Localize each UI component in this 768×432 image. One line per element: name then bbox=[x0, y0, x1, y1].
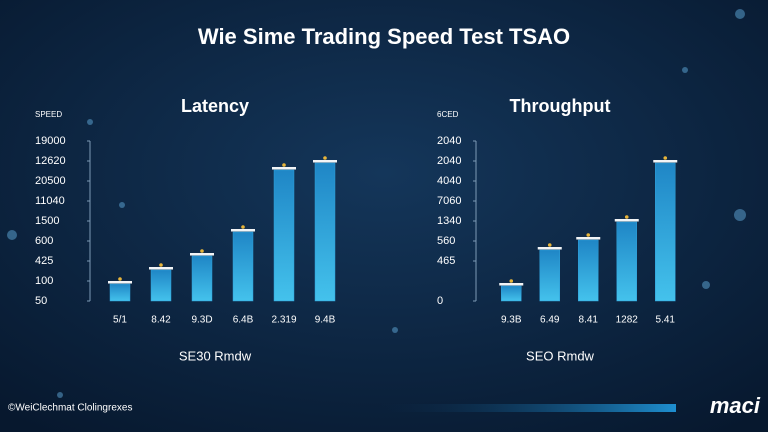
y-tick-label: 2040 bbox=[437, 135, 461, 147]
y-axis-label: SPEED bbox=[35, 110, 62, 119]
bar-cap-dot bbox=[663, 156, 668, 160]
x-tick-label: 6.4B bbox=[233, 315, 254, 326]
bar-cap-dot bbox=[547, 243, 552, 247]
x-axis-label: SEO Rmdw bbox=[526, 348, 595, 363]
y-tick-label: 1500 bbox=[35, 215, 59, 227]
bar-cap bbox=[576, 237, 601, 240]
x-tick-label: 9.4B bbox=[315, 315, 336, 326]
y-tick-label: 50 bbox=[35, 295, 47, 307]
bar bbox=[501, 285, 522, 302]
bar-cap-dot bbox=[586, 233, 591, 237]
bar-cap bbox=[537, 247, 562, 250]
y-tick-label: 465 bbox=[437, 255, 455, 267]
bar-cap bbox=[313, 160, 337, 163]
x-tick-label: 2.319 bbox=[271, 315, 296, 326]
x-tick-label: 9.3B bbox=[501, 315, 522, 326]
y-tick-label: 12620 bbox=[35, 155, 66, 167]
bar-cap-dot bbox=[200, 249, 204, 253]
bar bbox=[109, 283, 131, 302]
bar-cap-dot bbox=[323, 156, 327, 160]
x-tick-label: 5/1 bbox=[113, 315, 127, 326]
chart-title: Latency bbox=[181, 96, 249, 116]
bar bbox=[314, 162, 336, 302]
y-tick-label: 425 bbox=[35, 255, 53, 267]
bar bbox=[232, 231, 254, 302]
footer-bar bbox=[380, 404, 676, 412]
bokeh bbox=[7, 9, 746, 398]
bar-cap bbox=[149, 267, 173, 270]
x-tick-label: 6.49 bbox=[540, 315, 560, 326]
x-tick-label: 9.3D bbox=[191, 315, 212, 326]
bar-cap-dot bbox=[509, 279, 514, 283]
bar bbox=[616, 221, 637, 302]
bar bbox=[655, 162, 676, 302]
bar-cap-dot bbox=[159, 263, 163, 267]
y-tick-label: 100 bbox=[35, 275, 53, 287]
chart-title: Throughput bbox=[510, 96, 611, 116]
bar-cap-dot bbox=[624, 215, 629, 219]
bar bbox=[273, 169, 295, 302]
x-tick-label: 5.41 bbox=[656, 315, 676, 326]
bar bbox=[191, 255, 213, 302]
y-tick-label: 11040 bbox=[35, 195, 65, 207]
bar-cap bbox=[272, 167, 296, 170]
y-tick-label: 7060 bbox=[437, 195, 461, 207]
logo: maci bbox=[710, 393, 761, 418]
footer-credit: ©WeiClechmat Clolingrexes bbox=[8, 403, 132, 414]
x-tick-label: 8.42 bbox=[151, 315, 171, 326]
y-axis-label: 6CED bbox=[437, 110, 459, 119]
y-tick-label: 1340 bbox=[437, 215, 461, 227]
page-title: Wie Sime Trading Speed Test TSAO bbox=[198, 24, 570, 49]
y-tick-label: 19000 bbox=[35, 135, 66, 147]
bar-cap bbox=[231, 229, 255, 232]
y-tick-label: 600 bbox=[35, 235, 53, 247]
bar bbox=[578, 239, 599, 302]
x-tick-label: 8.41 bbox=[579, 315, 599, 326]
bar-cap bbox=[499, 283, 524, 286]
bar-cap bbox=[108, 281, 132, 284]
x-axis-label: SE30 Rmdw bbox=[179, 348, 252, 363]
bar-cap bbox=[614, 219, 639, 222]
y-tick-label: 20500 bbox=[35, 175, 66, 187]
y-tick-label: 0 bbox=[437, 295, 443, 307]
bar-cap-dot bbox=[241, 225, 245, 229]
bar bbox=[539, 249, 560, 302]
y-tick-label: 560 bbox=[437, 235, 455, 247]
bar-cap-dot bbox=[118, 277, 122, 281]
y-tick-label: 2040 bbox=[437, 155, 461, 167]
bar-cap-dot bbox=[282, 163, 286, 167]
x-tick-label: 1282 bbox=[616, 315, 639, 326]
bar bbox=[150, 269, 172, 302]
bar-cap bbox=[653, 160, 678, 163]
y-tick-label: 4040 bbox=[437, 175, 461, 187]
bar-cap bbox=[190, 253, 214, 256]
